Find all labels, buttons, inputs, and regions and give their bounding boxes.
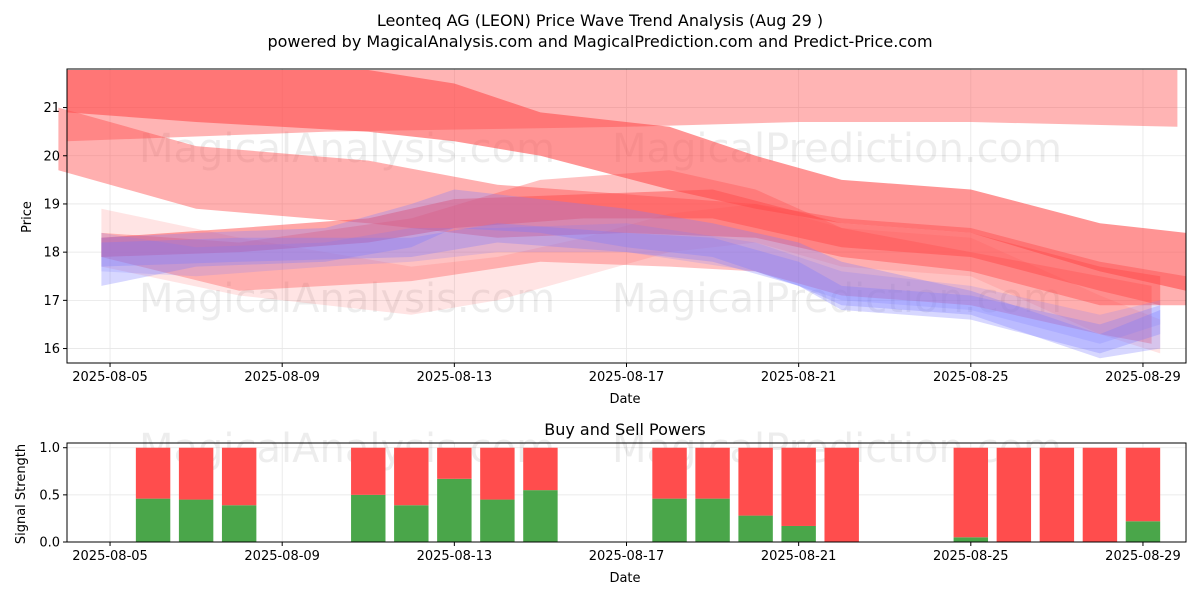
sell-power-bar: [996, 447, 1032, 542]
sell-power-bar: [652, 447, 687, 499]
price-ytick-label: 17: [43, 294, 60, 309]
sell-power-bar: [437, 447, 472, 479]
buy-power-bar: [480, 499, 515, 542]
buy-power-bar: [738, 515, 773, 542]
sell-power-bar: [824, 447, 859, 542]
power-xtick-label: 2025-08-05: [72, 549, 148, 564]
power-ytick-label: 1.0: [39, 441, 60, 456]
price-ytick-label: 19: [43, 197, 60, 212]
power-ytick-label: 0.5: [39, 488, 60, 503]
price-ytick-label: 20: [43, 149, 60, 164]
sell-power-bar: [523, 447, 558, 491]
wave-band-sell: [101, 189, 1161, 306]
buy-power-bar: [351, 494, 386, 542]
buy-power-bar: [781, 525, 816, 542]
buy-power-bar: [221, 505, 257, 542]
power-ytick-label: 0.0: [39, 536, 60, 551]
power-xtick-label: 2025-08-21: [761, 549, 837, 564]
sell-power-bar: [394, 447, 429, 506]
watermark-text: MagicalPrediction.com: [612, 276, 1062, 322]
sell-power-bar: [1039, 447, 1075, 542]
buy-power-bar: [695, 498, 730, 542]
price-ytick-label: 18: [43, 246, 60, 261]
sell-power-bar: [351, 447, 386, 495]
power-xtick-label: 2025-08-13: [417, 549, 493, 564]
wave-band-buy: [101, 223, 1161, 354]
sell-power-bar: [178, 447, 214, 500]
price-ytick-label: 21: [43, 101, 60, 116]
buy-power-bar: [523, 490, 558, 542]
wave-band-buy: [101, 223, 1161, 344]
sell-power-bar: [135, 447, 171, 499]
buy-power-bar: [394, 505, 429, 542]
chart-subtitle: powered by MagicalAnalysis.com and Magic…: [267, 32, 932, 51]
sell-power-bar: [781, 447, 816, 526]
wave-band-sell: [67, 70, 1186, 291]
power-xtick-label: 2025-08-25: [933, 549, 1009, 564]
wave-band-buy: [101, 189, 1161, 359]
buy-power-bar: [178, 499, 214, 542]
power-xtick-label: 2025-08-17: [589, 549, 665, 564]
sell-power-bar: [221, 447, 257, 506]
price-xtick-label: 2025-08-05: [72, 370, 148, 385]
chart-title: Leonteq AG (LEON) Price Wave Trend Analy…: [377, 11, 823, 30]
power-xtick-label: 2025-08-29: [1105, 549, 1181, 564]
power-panel-xlabel: Date: [609, 571, 640, 586]
price-panel-ylabel: Price: [20, 201, 35, 233]
sell-power-bar: [1125, 447, 1161, 522]
price-panel-xlabel: Date: [609, 392, 640, 407]
price-xtick-label: 2025-08-25: [933, 370, 1009, 385]
sell-power-bar: [738, 447, 773, 516]
price-xtick-label: 2025-08-09: [244, 370, 320, 385]
price-xtick-label: 2025-08-17: [589, 370, 665, 385]
sell-power-bar: [695, 447, 730, 499]
power-panel-ylabel: Signal Strength: [14, 444, 29, 544]
sell-power-bar: [480, 447, 515, 500]
price-xtick-label: 2025-08-21: [761, 370, 837, 385]
wave-band-sell: [101, 204, 1161, 354]
power-xtick-label: 2025-08-09: [244, 549, 320, 564]
power-panel-title: Buy and Sell Powers: [544, 420, 706, 439]
buy-power-bar: [652, 498, 687, 542]
buy-power-bar: [1125, 521, 1161, 542]
buy-power-bar: [953, 537, 989, 542]
price-panel: MagicalAnalysis.com MagicalPrediction.com…: [43, 68, 1187, 385]
watermark-text: MagicalAnalysis.com: [139, 276, 555, 322]
sell-power-bar: [953, 447, 989, 538]
buy-power-bar: [135, 498, 171, 542]
wave-band-sell: [101, 170, 1152, 344]
price-ytick-label: 16: [43, 342, 60, 357]
buy-power-bar: [437, 478, 472, 542]
price-xtick-label: 2025-08-13: [417, 370, 493, 385]
price-xtick-label: 2025-08-29: [1105, 370, 1181, 385]
power-panel: MagicalAnalysis.comMagicalPrediction.com…: [39, 426, 1187, 564]
sell-power-bar: [1082, 447, 1118, 542]
